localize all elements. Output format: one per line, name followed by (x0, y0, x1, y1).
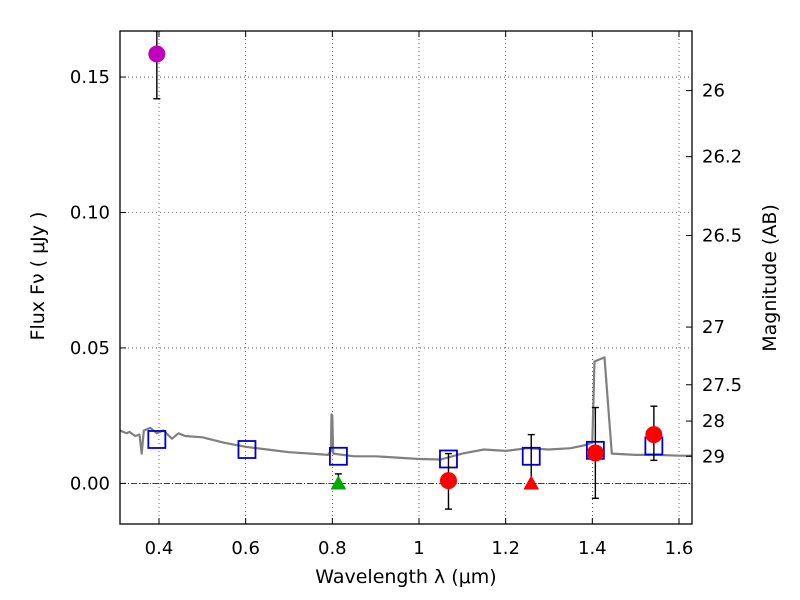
x-tick-label: 1 (413, 538, 424, 559)
y-axis-label: Flux Fν ( μJy ) (27, 212, 49, 341)
x-tick-label: 1.2 (491, 538, 520, 559)
right-tick-label: 27.5 (702, 375, 742, 396)
right-axis-label: Magnitude (AB) (759, 204, 781, 352)
y-tick-labels: 0.00 0.05 0.10 0.15 (70, 67, 110, 494)
y-tick-label: 0.10 (70, 202, 110, 223)
x-tick-label: 0.4 (145, 538, 174, 559)
circle-marker (439, 472, 457, 490)
triangle-marker (523, 475, 540, 490)
square-marker (147, 430, 167, 449)
right-tick-labels: 26 26.2 26.5 27 27.5 28 29 (702, 81, 742, 468)
right-tick-label: 27 (702, 317, 725, 338)
x-tick-labels: 0.4 0.6 0.8 1 1.2 1.4 1.6 (145, 538, 694, 559)
right-tick-label: 29 (702, 446, 725, 467)
right-tick-label: 28 (702, 411, 725, 432)
circle-marker (586, 444, 604, 462)
right-tick-label: 26.2 (702, 147, 742, 168)
triangle-marker (330, 475, 347, 490)
circle-marker (645, 426, 663, 444)
x-axis-label: Wavelength λ (μm) (315, 566, 496, 588)
x-tick-label: 1.6 (665, 538, 694, 559)
y-tick-label: 0.05 (70, 338, 110, 359)
x-tick-label: 1.4 (578, 538, 607, 559)
y-tick-label: 0.00 (70, 473, 110, 494)
right-tick-label: 26.5 (702, 226, 742, 247)
data-points (147, 31, 664, 510)
plot-frame (119, 30, 693, 525)
x-tick-label: 0.6 (231, 538, 260, 559)
y-tick-label: 0.15 (70, 67, 110, 88)
right-tick-label: 26 (702, 81, 725, 102)
x-tick-label: 0.8 (318, 538, 347, 559)
axis-ticks (120, 31, 692, 524)
template-sed-line (119, 356, 692, 461)
circle-marker (148, 45, 166, 63)
square-marker (237, 440, 257, 459)
square-marker (328, 446, 348, 466)
grid-lines (120, 31, 692, 524)
template-sed-curve (119, 356, 692, 461)
